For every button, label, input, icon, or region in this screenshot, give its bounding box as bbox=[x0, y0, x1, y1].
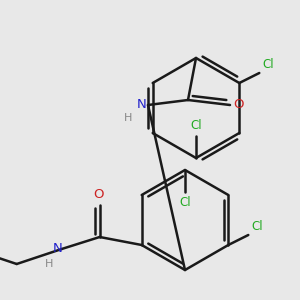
Text: H: H bbox=[45, 259, 54, 269]
Text: O: O bbox=[233, 98, 244, 112]
Text: Cl: Cl bbox=[251, 220, 263, 233]
Text: H: H bbox=[124, 113, 132, 123]
Text: Cl: Cl bbox=[179, 196, 191, 209]
Text: N: N bbox=[136, 98, 146, 110]
Text: Cl: Cl bbox=[190, 119, 202, 132]
Text: N: N bbox=[53, 242, 63, 254]
Text: Cl: Cl bbox=[262, 58, 274, 71]
Text: O: O bbox=[93, 188, 104, 201]
